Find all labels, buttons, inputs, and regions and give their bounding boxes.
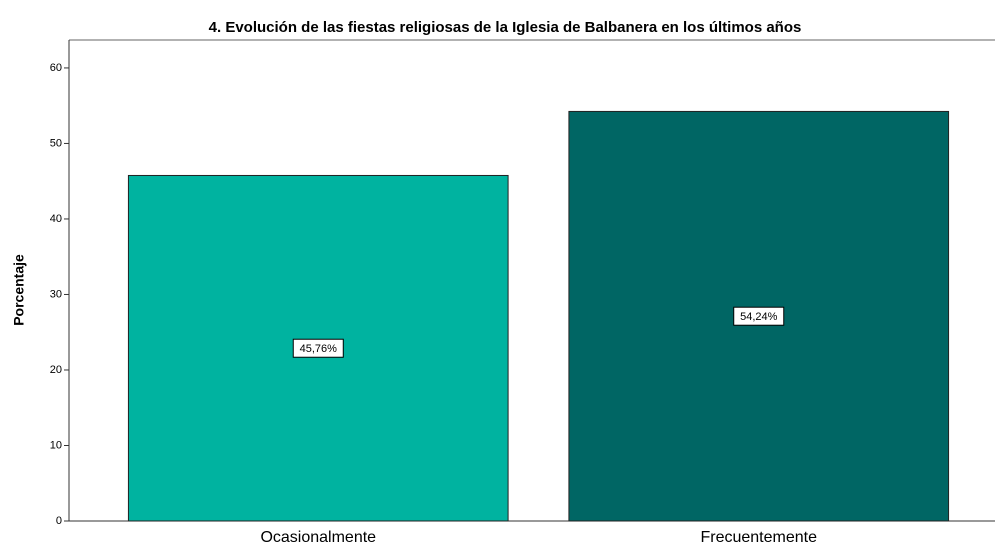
x-tick-label: Frecuentemente <box>700 529 817 546</box>
y-axis-label: Porcentaje <box>11 254 27 326</box>
x-tick-label: Ocasionalmente <box>260 529 376 546</box>
y-tick-label: 60 <box>50 62 62 74</box>
chart-title: 4. Evolución de las fiestas religiosas d… <box>209 19 802 36</box>
y-tick-label: 10 <box>50 439 62 451</box>
y-tick-label: 30 <box>50 288 62 300</box>
y-tick-label: 50 <box>50 137 62 149</box>
value-label-box <box>733 306 785 326</box>
y-tick-label: 40 <box>50 213 62 225</box>
value-label: 45,76% <box>300 343 338 355</box>
value-label: 54,24% <box>740 311 778 323</box>
value-label-box <box>292 338 344 358</box>
y-tick-label: 0 <box>56 515 62 527</box>
y-tick-label: 20 <box>50 364 62 376</box>
